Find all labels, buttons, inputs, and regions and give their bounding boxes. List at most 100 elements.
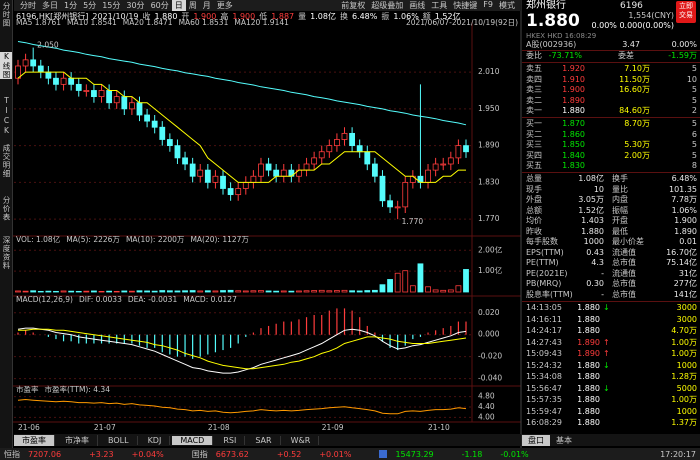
side-tab[interactable]: TICK (2, 96, 11, 136)
stat-label: PE(2021E) (526, 268, 568, 278)
candle-body (349, 132, 356, 147)
stat-label: 换手 (612, 174, 628, 183)
quote-item: 高 (220, 11, 229, 21)
indicator-tab[interactable]: W&R (283, 435, 320, 445)
stat-value: 1.900 (674, 216, 697, 225)
trade-price: 1.890 (577, 337, 600, 347)
volume-bar (356, 290, 363, 293)
book-level: 卖三 (526, 85, 542, 94)
trade-price: 1.880 (577, 418, 600, 427)
volume-bar (318, 289, 325, 293)
candle-body (341, 132, 348, 140)
period-tab[interactable]: 日 (171, 0, 186, 11)
indicator-tab[interactable]: BOLL (100, 435, 138, 445)
trade-button[interactable]: 立即交易 (676, 1, 696, 23)
tool-button[interactable]: 画线 (409, 1, 426, 10)
candle-body (425, 169, 431, 183)
trade-arrow: ↓ (603, 303, 610, 312)
index-name[interactable]: 国指 (191, 449, 208, 459)
tool-button[interactable]: 工具 (431, 1, 448, 10)
tool-button[interactable]: 模式 (499, 1, 515, 10)
volume-bar (341, 289, 348, 293)
quote-item: 6.48% (351, 11, 378, 21)
volume-bar (280, 290, 287, 293)
volume-bar (311, 290, 318, 293)
book-price: 1.880 (562, 106, 585, 115)
volume-bar (98, 290, 105, 293)
stat-value: - (601, 289, 604, 299)
side-tab[interactable]: K线图 (0, 52, 12, 79)
volume-bar (425, 286, 431, 293)
volume-bar (30, 290, 37, 293)
period-tab[interactable]: 月 (202, 1, 211, 10)
candle-body (235, 188, 242, 196)
stat-label: 量比 (612, 184, 628, 194)
indicator-tab[interactable]: MACD (172, 435, 214, 445)
period-tab[interactable]: 更多 (216, 1, 233, 10)
book-level: 买三 (526, 140, 542, 149)
period-tab[interactable]: 多日 (42, 1, 58, 10)
quote-item: 6196.HK[郑州银行] (16, 11, 89, 21)
tool-button[interactable]: 快捷键 (453, 1, 478, 10)
a-share-label[interactable]: A股(002936) (526, 40, 577, 49)
candle-body (83, 90, 90, 92)
period-tab[interactable]: 1分 (64, 1, 78, 10)
cny-price: 1,554(CNY) (628, 11, 674, 20)
trade-volume: 1.00万 (671, 395, 697, 404)
candle-body (356, 145, 363, 153)
indicator-tab[interactable]: 市净率 (57, 434, 98, 446)
x-tick-label: 21-09 (322, 423, 344, 432)
book-volume: 5.30万 (624, 140, 650, 149)
stat-label: 最低 (612, 226, 628, 236)
volume-bar (242, 290, 249, 293)
candle-body (53, 77, 59, 85)
period-tab[interactable]: 60分 (150, 1, 169, 10)
period-tab[interactable]: 分时 (20, 1, 36, 10)
period-tab[interactable]: 30分 (126, 1, 145, 10)
side-tab[interactable]: 分时图 (2, 2, 11, 28)
stat-value: 0.43 (586, 247, 604, 257)
tool-button[interactable]: F9 (483, 0, 493, 9)
candle-body (273, 169, 280, 177)
side-tab[interactable]: 成交明细 (2, 144, 11, 178)
stat-label: 振幅 (612, 205, 628, 215)
volume-bar (417, 263, 424, 293)
stat-label: 外盘 (526, 195, 542, 204)
trade-time: 15:34:08 (526, 372, 562, 381)
index-change: +3.23 (89, 449, 114, 459)
indicator-tab[interactable]: RSI (215, 435, 246, 445)
side-tab[interactable]: 深度资料 (2, 236, 11, 270)
period-tab[interactable]: 周 (188, 1, 197, 10)
period-tab[interactable]: 15分 (102, 1, 121, 10)
indicator-tab[interactable]: SAR (247, 435, 281, 445)
y-tick-label: 4.80 (478, 392, 495, 401)
volume-bar (75, 290, 82, 293)
legend-item: MA20 1.8471 (123, 18, 173, 27)
macd-line (17, 327, 467, 374)
candle-body (30, 59, 37, 67)
side-tab[interactable]: 分价表 (2, 196, 11, 222)
candle-body (151, 120, 158, 128)
stat-label: 总市值 (612, 258, 636, 267)
trade-time: 14:24:17 (526, 326, 562, 335)
trade-volume: 3000 (676, 314, 697, 324)
indicator-tab[interactable]: KDJ (140, 435, 171, 445)
stat-value: 7.78万 (671, 195, 697, 204)
candle-body (280, 169, 287, 177)
index-name[interactable]: 恒指 (4, 449, 20, 459)
y-tick-label: -0.020 (478, 352, 502, 361)
trade-time: 15:56:47 (526, 383, 562, 393)
legend-item: DEA: -0.0031 (128, 295, 178, 304)
period-tab[interactable]: 5分 (83, 1, 97, 10)
low-label: 1.770 (402, 217, 424, 226)
date-range: 2021/06/07-2021/10/19(92日) (406, 18, 518, 27)
tool-button[interactable]: 超级叠加 (371, 1, 404, 10)
side-strip (0, 0, 13, 448)
book-count: 2 (691, 106, 697, 115)
panel-tab[interactable]: 盘口 (522, 434, 550, 446)
panel-tab[interactable]: 基本 (556, 435, 572, 445)
stat-value: 1.403 (581, 216, 604, 225)
indicator-tab[interactable]: 市盈率 (14, 434, 55, 446)
tool-button[interactable]: 前复权 (341, 1, 366, 10)
